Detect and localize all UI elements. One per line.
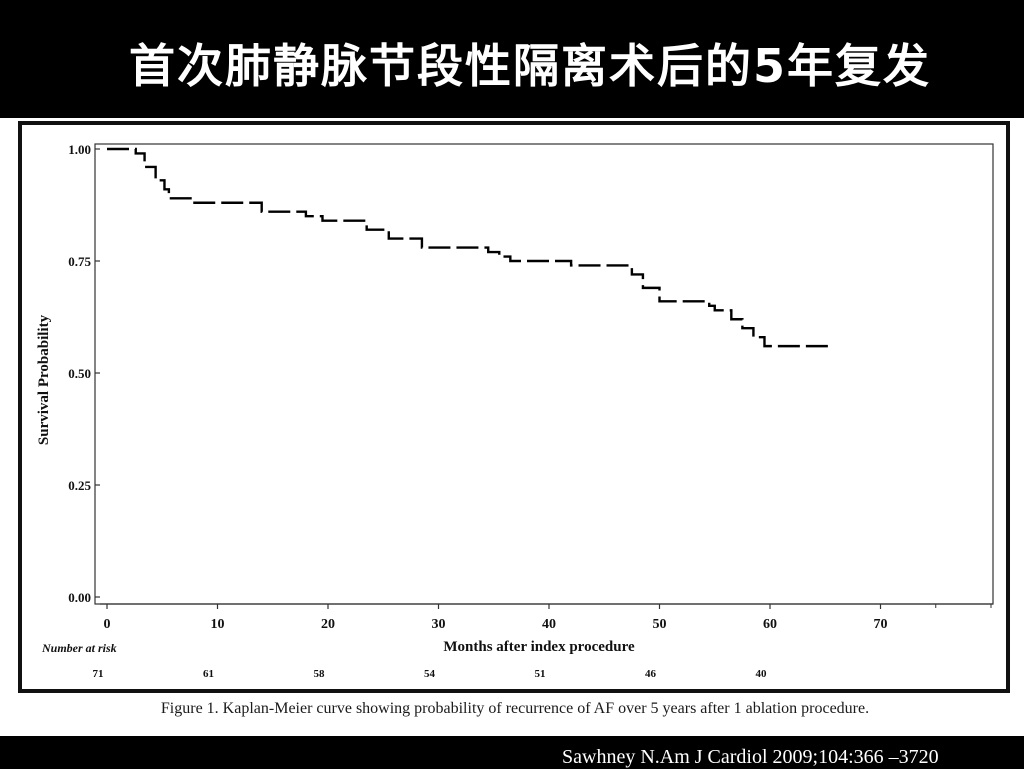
- risk-count: 58: [314, 668, 326, 680]
- y-tick-label: 1.00: [68, 142, 91, 157]
- y-axis-label: Survival Probability: [36, 314, 52, 445]
- y-tick-label: 0.75: [68, 254, 91, 269]
- figure-panel: 0.00 0.25 0.50 0.75 1.00 0 10 20 30 40 50 60 70 Sur…: [0, 118, 1024, 736]
- citation: Sawhney N.Am J Cardiol 2009;104:366 –372…: [562, 746, 939, 768]
- risk-count: 40: [756, 668, 768, 680]
- survival-curve: [107, 147, 831, 348]
- risk-count: 54: [424, 668, 436, 680]
- x-axis-label: Months after index procedure: [443, 639, 635, 655]
- risk-count: 61: [203, 668, 214, 680]
- slide-title: 首次肺静脉节段性隔离术后的5年复发: [128, 39, 931, 93]
- x-axis: 0 10 20 30 40 50 60 70: [100, 603, 993, 632]
- x-tick-label: 0: [104, 617, 111, 632]
- x-tick-label: 60: [763, 617, 777, 632]
- x-tick-label: 10: [211, 617, 225, 632]
- figure-caption: Figure 1. Kaplan-Meier curve showing pro…: [160, 700, 870, 717]
- figure-image-border: [18, 121, 1010, 693]
- risk-count: 51: [535, 668, 546, 680]
- risk-table: 71 61 58 54 51 46 40: [93, 668, 768, 680]
- plot-frame: [94, 143, 994, 605]
- x-tick-label: 50: [653, 617, 667, 632]
- survival-curve-line: [107, 147, 831, 348]
- x-tick-label: 40: [542, 617, 556, 632]
- x-tick-label: 70: [874, 617, 888, 632]
- risk-table-label: Number at risk: [41, 641, 117, 655]
- x-tick-label: 20: [321, 617, 335, 632]
- x-tick-label: 30: [432, 617, 446, 632]
- y-tick-label: 0.50: [68, 366, 91, 381]
- y-tick-label: 0.25: [68, 478, 91, 493]
- y-tick-label: 0.00: [68, 590, 91, 605]
- y-axis: 0.00 0.25 0.50 0.75 1.00: [68, 142, 100, 605]
- risk-count: 46: [645, 668, 657, 680]
- risk-count: 71: [93, 668, 104, 680]
- kaplan-meier-chart: 0.00 0.25 0.50 0.75 1.00 0 10 20 30 40 50 60 70 Sur…: [18, 121, 1010, 693]
